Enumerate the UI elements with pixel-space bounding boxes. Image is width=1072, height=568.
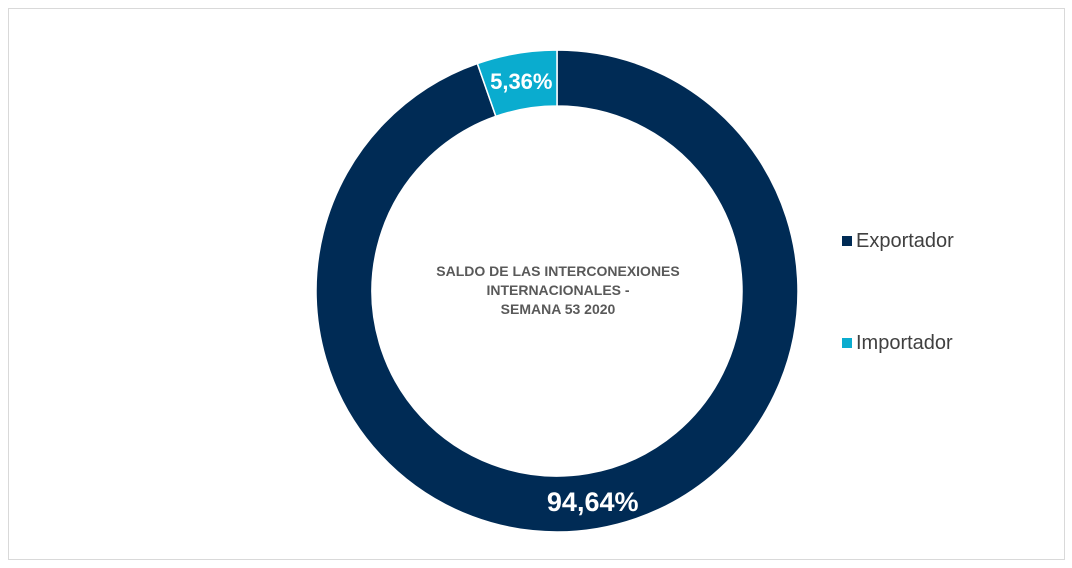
chart-title-line-3: SEMANA 53 2020 — [501, 301, 616, 317]
data-label-exportador: 94,64% — [547, 487, 639, 517]
legend: Exportador Importador — [842, 230, 954, 354]
donut-chart: 94,64% 5,36% SALDO DE LAS INTERCONEXIONES… — [315, 49, 954, 533]
data-label-importador: 5,36% — [490, 69, 552, 94]
legend-swatch-importador — [842, 338, 852, 348]
legend-label-importador: Importador — [856, 332, 953, 354]
slice-exportador — [315, 49, 799, 533]
slice-importador — [476, 49, 558, 118]
chart-title-line-2: INTERNACIONALES - — [486, 282, 629, 298]
chart-title-line-1: SALDO DE LAS INTERCONEXIONES — [436, 263, 679, 279]
slices-group — [315, 49, 799, 533]
legend-swatch-exportador — [842, 236, 852, 246]
data-labels-group: 94,64% 5,36% — [490, 69, 638, 517]
chart-frame: 94,64% 5,36% SALDO DE LAS INTERCONEXIONES… — [8, 8, 1065, 560]
legend-label-exportador: Exportador — [856, 230, 954, 252]
